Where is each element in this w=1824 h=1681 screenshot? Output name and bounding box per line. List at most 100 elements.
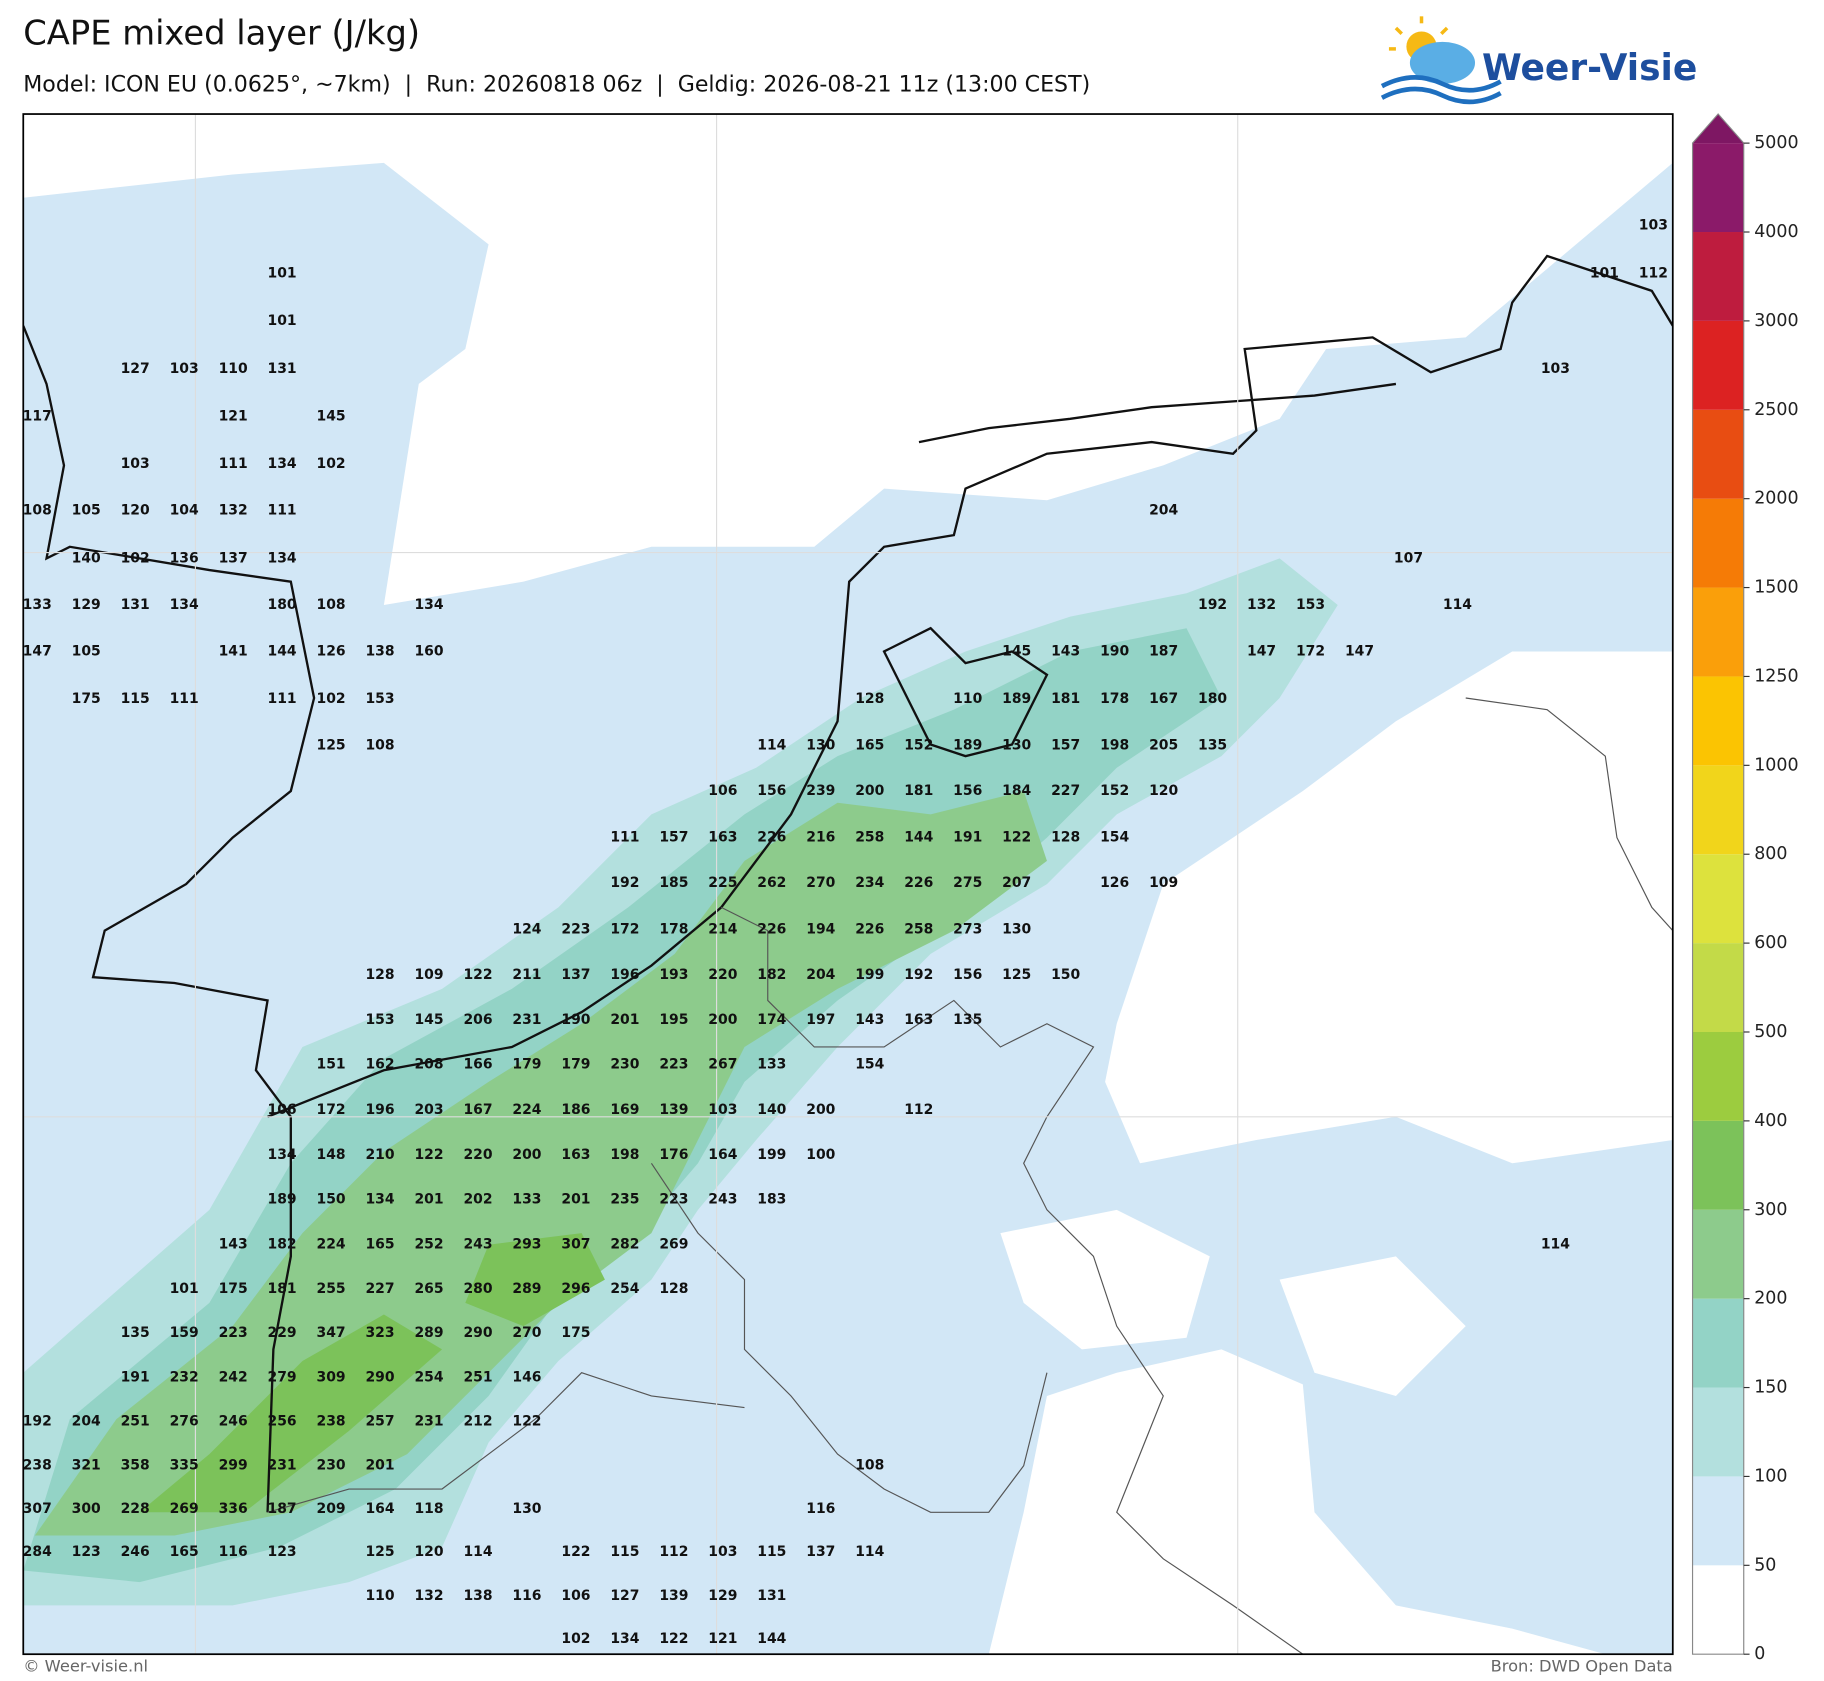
cape-value: 184	[1002, 783, 1031, 799]
colorbar-tick-label: 5000	[1754, 133, 1798, 153]
cape-value: 157	[659, 830, 688, 846]
cape-value: 118	[414, 1501, 443, 1517]
cape-value: 223	[219, 1325, 248, 1341]
colorbar-tick-label: 600	[1754, 933, 1787, 953]
cape-value: 151	[317, 1056, 346, 1072]
cape-value: 238	[23, 1458, 52, 1474]
cape-value: 132	[219, 503, 248, 519]
cape-value: 137	[561, 967, 590, 983]
cape-value: 130	[1002, 921, 1031, 937]
cape-value: 230	[317, 1458, 346, 1474]
cape-value: 201	[610, 1012, 639, 1028]
cape-value: 116	[512, 1588, 541, 1604]
cape-value: 309	[317, 1369, 346, 1385]
cape-value: 133	[23, 597, 52, 613]
cape-value: 136	[170, 550, 199, 566]
cape-value: 128	[365, 967, 394, 983]
cape-value: 117	[23, 408, 52, 424]
cape-value: 111	[170, 691, 199, 707]
colorbar-segment	[1692, 498, 1744, 588]
cape-value: 130	[512, 1501, 541, 1517]
cape-value: 256	[268, 1414, 297, 1430]
cape-value: 108	[23, 503, 52, 519]
cape-value: 143	[1051, 643, 1080, 659]
cape-value: 200	[512, 1147, 541, 1163]
cape-value: 128	[659, 1281, 688, 1297]
cape-value: 156	[953, 783, 982, 799]
cape-value: 150	[1051, 967, 1080, 983]
cape-value: 255	[317, 1281, 346, 1297]
cape-value: 106	[561, 1588, 590, 1604]
cape-value: 243	[708, 1191, 737, 1207]
cape-value: 150	[317, 1191, 346, 1207]
cape-value: 280	[463, 1281, 492, 1297]
cape-value: 192	[904, 967, 933, 983]
cape-value: 182	[268, 1237, 297, 1253]
colorbar-segment	[1692, 854, 1744, 944]
cape-value: 178	[1100, 691, 1129, 707]
logo-text: Weer-Visie	[1482, 47, 1697, 89]
cape-value: 133	[757, 1056, 786, 1072]
cape-value: 115	[610, 1544, 639, 1560]
cape-value: 114	[1541, 1237, 1570, 1253]
cape-value: 210	[365, 1147, 394, 1163]
cape-value: 156	[757, 783, 786, 799]
title: CAPE mixed layer (J/kg)	[23, 13, 420, 52]
cape-value: 254	[610, 1281, 639, 1297]
cape-value: 336	[219, 1501, 248, 1517]
cape-value: 138	[463, 1588, 492, 1604]
cape-value: 121	[219, 408, 248, 424]
cape-value: 109	[414, 967, 443, 983]
cape-value: 108	[365, 738, 394, 754]
cape-value: 123	[72, 1544, 101, 1560]
cape-value: 201	[414, 1191, 443, 1207]
colorbar-tick-label: 3000	[1754, 311, 1798, 331]
cape-value: 114	[757, 738, 786, 754]
cape-value: 137	[806, 1544, 835, 1560]
cape-value: 143	[219, 1237, 248, 1253]
cape-value: 110	[219, 361, 248, 377]
cape-value: 239	[806, 783, 835, 799]
cape-value: 128	[1051, 830, 1080, 846]
cape-value: 101	[1590, 265, 1619, 281]
cape-value: 163	[708, 830, 737, 846]
cape-value: 135	[953, 1012, 982, 1028]
colorbar: 0 50 100 150 200 300 400 500 600 800 1000 1250 1500 2…	[1691, 113, 1799, 1664]
cape-value: 157	[1051, 738, 1080, 754]
cape-value: 112	[1639, 265, 1668, 281]
cape-value: 125	[317, 738, 346, 754]
cape-value: 189	[1002, 691, 1031, 707]
cape-value: 114	[1443, 597, 1472, 613]
cape-value: 269	[659, 1237, 688, 1253]
cape-value: 111	[610, 830, 639, 846]
cape-value: 347	[317, 1325, 346, 1341]
cape-value: 257	[365, 1414, 394, 1430]
cape-value: 242	[219, 1369, 248, 1385]
cape-value: 101	[268, 313, 297, 329]
cape-value: 144	[904, 830, 933, 846]
cape-value: 160	[414, 643, 443, 659]
cape-value: 203	[414, 1102, 443, 1118]
source: Bron: DWD Open Data	[1491, 1657, 1673, 1676]
cape-value: 105	[72, 643, 101, 659]
cape-value: 103	[1639, 218, 1668, 234]
cape-value: 193	[659, 967, 688, 983]
cape-value: 135	[121, 1325, 150, 1341]
cape-value: 111	[219, 456, 248, 472]
cape-value: 139	[659, 1588, 688, 1604]
cape-value: 208	[414, 1056, 443, 1072]
cape-value: 164	[365, 1501, 394, 1517]
cape-value: 122	[463, 967, 492, 983]
colorbar-segment	[1692, 1387, 1744, 1477]
cape-value: 299	[219, 1458, 248, 1474]
cape-value: 101	[268, 265, 297, 281]
cape-value: 235	[610, 1191, 639, 1207]
cape-value: 335	[170, 1458, 199, 1474]
cape-value: 227	[365, 1281, 394, 1297]
cape-value: 189	[268, 1191, 297, 1207]
cape-value: 147	[23, 643, 52, 659]
cape-value: 103	[170, 361, 199, 377]
cape-value: 189	[953, 738, 982, 754]
cape-value: 139	[659, 1102, 688, 1118]
colorbar-tick-label: 400	[1754, 1111, 1787, 1131]
